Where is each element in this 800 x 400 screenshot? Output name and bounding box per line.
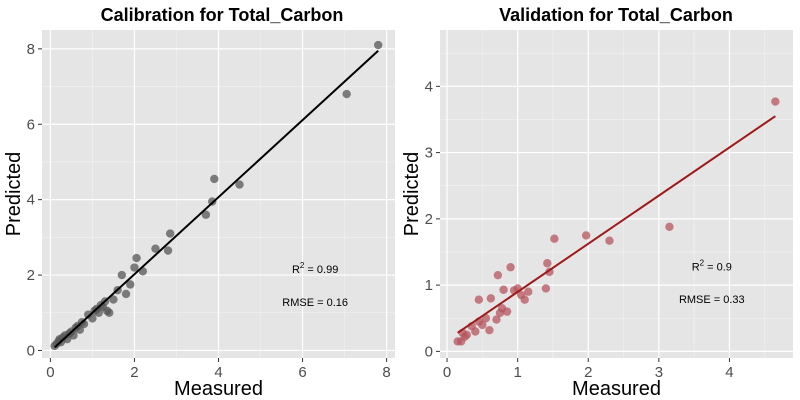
- data-point: [117, 270, 127, 280]
- chart-panel-0: 0 2 4 6 8 0 2 4 6 8 R2 = 0.99 RMSE = 0.16 Calibratio…: [3, 5, 395, 400]
- data-point: [151, 244, 160, 253]
- data-point: [506, 263, 515, 272]
- data-point: [235, 180, 244, 189]
- data-point: [121, 289, 131, 299]
- plot-panel-background: [440, 30, 793, 358]
- data-point: [109, 295, 118, 304]
- y-tick-label: 2: [425, 211, 433, 228]
- data-point: [541, 284, 551, 293]
- data-point: [132, 253, 141, 263]
- data-point: [581, 231, 591, 240]
- x-tick-label: 8: [382, 364, 390, 381]
- y-axis-title: Predicted: [401, 152, 423, 237]
- data-point: [165, 229, 175, 238]
- data-point: [201, 210, 211, 219]
- y-tick-label: 0: [425, 343, 433, 360]
- r-squared-annotation: R2 = 0.9: [692, 259, 732, 274]
- chart-panel-1: 0 1 2 3 4 0 1 2 3 4 R2 = 0.9 RMSE = 0.33 Validation …: [401, 5, 793, 400]
- data-point: [342, 89, 351, 99]
- fit-line: [53, 49, 379, 349]
- data-point: [474, 295, 484, 304]
- data-point: [485, 325, 494, 335]
- x-tick-label: 1: [513, 364, 521, 381]
- data-point: [605, 236, 614, 245]
- y-tick-label: 3: [425, 145, 433, 162]
- x-axis-title: Measured: [572, 378, 661, 400]
- data-point: [130, 263, 139, 272]
- x-tick-label: 0: [46, 364, 54, 381]
- x-tick-label: 2: [130, 364, 138, 381]
- data-point: [373, 40, 383, 50]
- data-point: [520, 295, 529, 304]
- x-tick-label: 0: [443, 364, 451, 381]
- x-tick-label: 4: [725, 364, 733, 381]
- data-point: [471, 327, 480, 336]
- data-point: [543, 259, 552, 268]
- rmse-annotation: RMSE = 0.16: [282, 297, 348, 309]
- x-tick-label: 3: [655, 364, 663, 381]
- fit-line: [457, 115, 776, 334]
- data-point: [462, 330, 472, 340]
- data-point: [478, 320, 487, 330]
- data-point: [492, 315, 501, 324]
- chart-title: Validation for Total_Carbon: [499, 5, 733, 25]
- data-point: [88, 314, 97, 323]
- data-point: [105, 308, 114, 317]
- y-tick-label: 4: [27, 192, 35, 209]
- chart-title: Calibration for Total_Carbon: [101, 5, 344, 25]
- y-tick-label: 2: [27, 267, 35, 284]
- data-point: [126, 280, 135, 289]
- data-point: [493, 270, 503, 280]
- y-tick-label: 0: [27, 342, 35, 359]
- data-point: [210, 174, 219, 184]
- data-point: [486, 294, 496, 303]
- x-tick-label: 4: [214, 364, 222, 381]
- data-point: [163, 246, 173, 255]
- data-point: [499, 285, 508, 294]
- y-tick-label: 6: [27, 116, 35, 133]
- y-axis-title: Predicted: [3, 152, 25, 237]
- r-squared-annotation: R2 = 0.99: [292, 261, 338, 276]
- data-point: [665, 222, 674, 231]
- rmse-annotation: RMSE = 0.33: [679, 294, 745, 306]
- y-tick-label: 4: [425, 78, 433, 95]
- data-point: [771, 97, 780, 106]
- data-point: [524, 287, 533, 296]
- x-tick-label: 2: [584, 364, 592, 381]
- y-tick-label: 1: [425, 277, 433, 294]
- x-axis-title: Measured: [174, 378, 263, 400]
- x-tick-label: 6: [298, 364, 306, 381]
- data-point: [550, 234, 559, 243]
- y-tick-label: 8: [27, 41, 35, 58]
- data-point: [502, 307, 512, 316]
